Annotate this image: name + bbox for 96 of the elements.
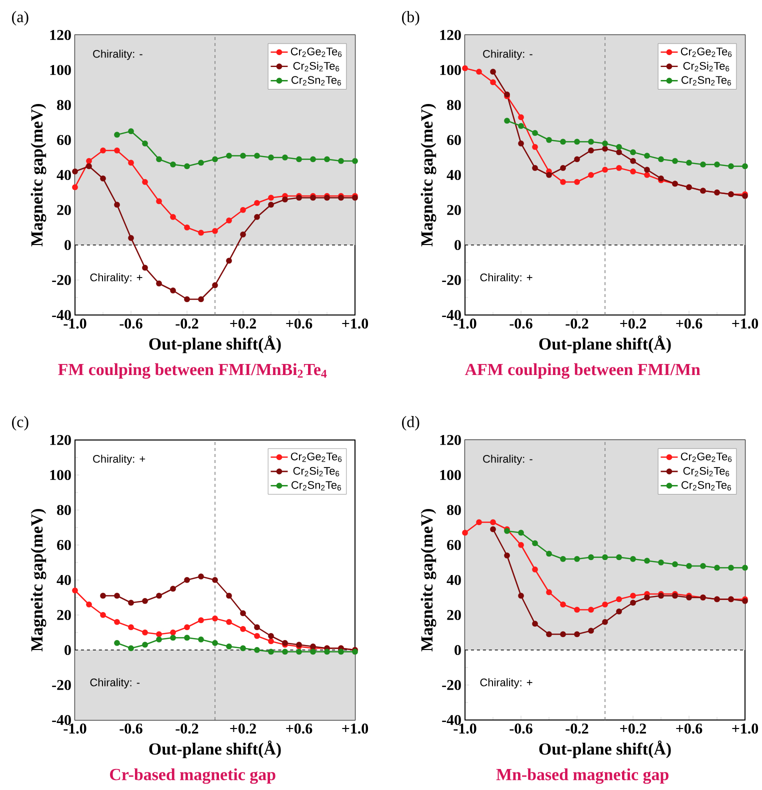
- y-tick-label: 20: [57, 610, 71, 620]
- y-tick-label: 100: [440, 64, 461, 76]
- chart-title: (c): [12, 416, 28, 430]
- x-axis-title: Out-plane shift(Å): [149, 335, 281, 354]
- legend-label: Cr$_{2}$Ge$_{2}$Te$_{6}$: [290, 452, 342, 462]
- y-tick-label: 100: [50, 64, 71, 76]
- legend-label: Cr$_{2}$Sn$_{2}$Te$_{6}$: [292, 481, 341, 490]
- legend-label: Cr$_{2}$Si$_{2}$Te$_{6}$: [683, 62, 730, 72]
- legend-label: Cr$_{2}$Si$_{2}$Te$_{6}$: [293, 62, 340, 72]
- x-tick-label: -1.0: [454, 724, 476, 734]
- y-tick-label: 120: [50, 30, 71, 40]
- y-axis-title: Magneitc gap(meV): [30, 104, 46, 246]
- x-tick-label: -0.6: [120, 724, 142, 734]
- y-axis-title: Magneitc gap(meV): [420, 104, 436, 246]
- x-tick-label: +1.0: [342, 318, 368, 329]
- legend-label: Cr$_{2}$Ge$_{2}$Te$_{6}$: [290, 48, 342, 57]
- y-tick-label: 80: [447, 504, 461, 516]
- x-tick-label: -0.2: [176, 724, 198, 734]
- text: Cr-based magnetic gap: [110, 768, 276, 784]
- annotation: Chirality: +: [90, 273, 142, 284]
- x-axis-title: Out-plane shift(Å): [539, 740, 671, 758]
- y-tick-label: 40: [446, 574, 461, 586]
- x-tick-label: -0.2: [176, 318, 198, 329]
- y-tick-label: -40: [52, 310, 71, 320]
- legend-label: Cr$_{2}$Ge$_{2}$Te$_{6}$: [680, 48, 732, 57]
- chart-title: (b): [402, 11, 420, 26]
- y-tick-label: 60: [57, 134, 71, 146]
- x-tick-label: +0.2: [230, 724, 256, 734]
- x-tick-label: +0.6: [676, 318, 702, 329]
- x-tick-label: +1.0: [732, 724, 758, 734]
- annotation: Chirality: -: [483, 50, 532, 60]
- y-tick-label: 60: [447, 134, 461, 146]
- x-tick-label: -0.6: [120, 318, 142, 329]
- x-tick-label: -0.2: [566, 724, 588, 734]
- y-tick-label: 120: [440, 434, 461, 446]
- y-tick-label: -20: [442, 680, 461, 690]
- y-tick-label: 120: [50, 434, 71, 446]
- annotation: Chirality: -: [93, 50, 142, 60]
- y-tick-label: 40: [56, 574, 71, 586]
- y-tick-label: 60: [57, 540, 71, 550]
- text: Mn-based magnetic gap: [496, 768, 668, 784]
- y-tick-label: 100: [440, 470, 461, 480]
- legend-label: Cr$_{2}$Ge$_{2}$Te$_{6}$: [680, 452, 732, 462]
- y-tick-label: 60: [447, 540, 461, 550]
- legend-label: Cr$_{2}$Sn$_{2}$Te$_{6}$: [682, 481, 732, 490]
- legend-label: Cr$_{2}$Si$_{2}$Te$_{6}$: [683, 466, 730, 476]
- y-tick-label: -40: [52, 714, 71, 726]
- x-tick-label: -0.2: [566, 318, 588, 329]
- y-tick-label: 20: [57, 204, 71, 216]
- y-tick-label: 0: [64, 644, 71, 656]
- x-tick-label: -1.0: [64, 318, 86, 329]
- x-tick-label: +0.6: [286, 724, 312, 734]
- text: FM coulping between FMI/MnBi$_{2}$Te$_{4}$: [58, 363, 327, 379]
- text: AFM coulping between FMI/Mn: [464, 363, 700, 379]
- y-tick-label: -20: [52, 274, 71, 286]
- chart-title: (d): [402, 416, 420, 430]
- x-tick-label: +0.2: [230, 318, 256, 329]
- y-tick-label: 0: [454, 240, 461, 250]
- annotation: Chirality: -: [483, 454, 532, 465]
- annotation: Chirality: -: [90, 678, 140, 688]
- y-tick-label: -40: [442, 310, 461, 320]
- x-tick-label: +0.6: [676, 724, 702, 734]
- x-tick-label: +0.6: [286, 318, 312, 329]
- y-axis-title: Magneitc gap(meV): [30, 509, 46, 652]
- x-tick-label: -1.0: [64, 724, 86, 734]
- y-tick-label: 20: [447, 610, 461, 620]
- y-tick-label: 80: [57, 100, 71, 110]
- annotation: Chirality: +: [480, 678, 532, 688]
- x-tick-label: -0.6: [510, 724, 532, 734]
- x-tick-label: +1.0: [342, 724, 368, 734]
- y-tick-label: 80: [57, 504, 71, 516]
- legend-label: Cr$_{2}$Sn$_{2}$Te$_{6}$: [292, 76, 341, 86]
- legend-label: Cr$_{2}$Sn$_{2}$Te$_{6}$: [682, 76, 732, 86]
- annotation: Chirality: +: [93, 454, 146, 465]
- x-tick-label: +0.2: [620, 724, 646, 734]
- chart-title: (a): [12, 11, 28, 26]
- y-tick-label: 0: [454, 644, 461, 656]
- legend-label: Cr$_{2}$Si$_{2}$Te$_{6}$: [293, 466, 340, 476]
- x-axis-title: Out-plane shift(Å): [539, 335, 671, 354]
- x-tick-label: +1.0: [732, 318, 758, 329]
- y-tick-label: 80: [447, 100, 461, 110]
- y-axis-title: Magneitc gap(meV): [420, 509, 436, 652]
- y-tick-label: 100: [50, 470, 71, 480]
- y-tick-label: 120: [440, 30, 461, 40]
- x-tick-label: +0.2: [620, 318, 646, 329]
- x-tick-label: -0.6: [510, 318, 532, 329]
- x-axis-title: Out-plane shift(Å): [149, 740, 281, 758]
- y-tick-label: 20: [447, 204, 461, 216]
- annotation: Chirality: +: [480, 273, 532, 284]
- y-tick-label: -20: [52, 680, 71, 690]
- y-tick-label: 40: [56, 170, 71, 180]
- y-tick-label: 40: [446, 170, 461, 180]
- y-tick-label: -40: [442, 714, 461, 726]
- x-tick-label: -1.0: [454, 318, 476, 329]
- y-tick-label: 0: [64, 240, 71, 250]
- y-tick-label: -20: [442, 274, 461, 286]
